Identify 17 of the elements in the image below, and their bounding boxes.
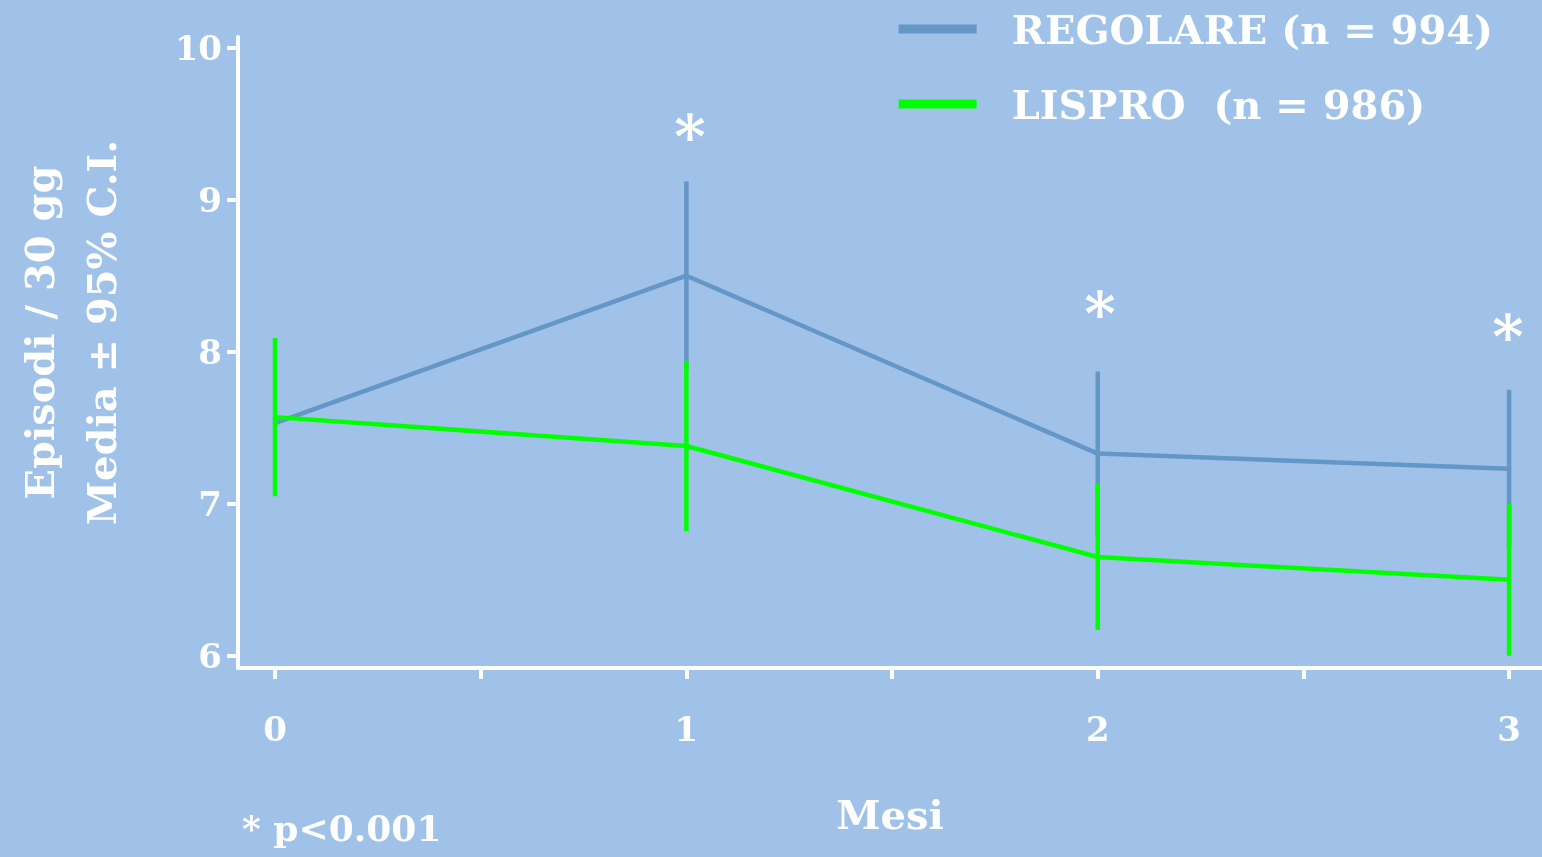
legend-label: REGOLARE (n = 994) [1011, 5, 1494, 53]
x-tick-label: 0 [263, 709, 287, 749]
y-tick-label: 7 [198, 483, 222, 524]
y-axis-title: Episodi / 30 gg Media ± 95% C.I. [15, 139, 125, 526]
x-tick-label: 2 [1085, 709, 1110, 749]
annotation: * [674, 102, 706, 172]
x-tick-label: 1 [674, 709, 699, 749]
y-tick-label: 8 [198, 331, 222, 372]
annotation: * [1492, 302, 1524, 372]
y-tick-label: 10 [174, 27, 222, 68]
y-tick-label: 6 [198, 635, 222, 676]
annotation: * [1084, 279, 1116, 349]
legend-label: LISPRO (n = 986) [1011, 80, 1426, 128]
x-tick-label: 3 [1497, 709, 1521, 749]
y-tick-label: 9 [198, 179, 222, 220]
text: * p<0.001 [242, 807, 442, 849]
x-axis-title: Mesi [836, 790, 944, 838]
